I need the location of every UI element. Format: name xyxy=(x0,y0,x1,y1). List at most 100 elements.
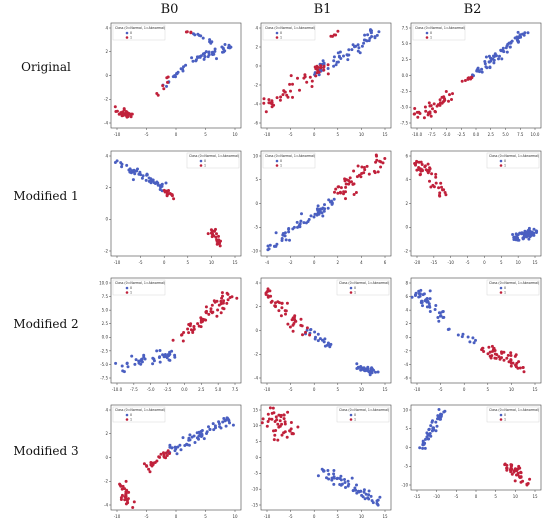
data-point xyxy=(425,299,429,303)
data-point xyxy=(434,110,437,114)
data-point xyxy=(363,497,367,501)
data-point xyxy=(118,482,122,486)
data-point xyxy=(224,418,228,422)
data-point xyxy=(419,301,423,305)
data-point xyxy=(295,220,299,224)
data-point xyxy=(503,462,507,466)
data-point xyxy=(316,68,320,72)
data-point xyxy=(463,79,467,82)
x-tick-label: 0 xyxy=(313,387,316,392)
data-point xyxy=(277,301,281,305)
data-point xyxy=(308,333,312,337)
data-point xyxy=(228,46,232,50)
data-point xyxy=(354,191,358,194)
x-tick-label: 10 xyxy=(209,260,215,265)
data-point xyxy=(119,498,123,501)
data-point xyxy=(358,51,362,55)
data-point xyxy=(204,318,208,322)
data-point xyxy=(505,50,509,54)
y-tick-label: 5 xyxy=(405,426,408,431)
legend-entry-label: 0 xyxy=(130,31,132,35)
legend-box xyxy=(486,279,540,296)
data-point xyxy=(304,330,307,334)
data-point xyxy=(428,167,432,171)
y-tick-label: 10 xyxy=(253,423,259,428)
legend-entry-label: 1 xyxy=(504,291,506,295)
data-point xyxy=(221,294,224,298)
data-point xyxy=(283,420,287,424)
x-tick-label: -10.0 xyxy=(112,387,123,392)
row-header-modified-3: Modified 3 xyxy=(13,444,79,458)
data-point xyxy=(150,464,154,468)
data-point xyxy=(326,341,330,345)
data-point xyxy=(360,493,364,497)
data-point xyxy=(207,425,210,429)
data-point xyxy=(160,184,164,188)
x-tick-label: 10.0 xyxy=(531,132,540,137)
data-point xyxy=(305,326,309,330)
data-point xyxy=(267,98,271,102)
data-point xyxy=(210,50,214,54)
x-tick-label: -7.5 xyxy=(428,132,436,137)
data-point xyxy=(322,469,326,473)
y-tick-label: -2 xyxy=(404,248,408,253)
data-point xyxy=(323,203,326,207)
data-point xyxy=(327,472,331,476)
legend-entry-label: 1 xyxy=(504,164,506,168)
x-tick-label: 5 xyxy=(487,387,490,392)
data-point xyxy=(300,324,304,328)
data-point xyxy=(512,470,516,474)
x-tick-label: 5 xyxy=(337,514,340,519)
data-point xyxy=(518,366,522,370)
data-point xyxy=(492,54,495,58)
data-point xyxy=(189,31,193,35)
data-point xyxy=(378,495,382,499)
data-point xyxy=(319,64,323,68)
x-tick-label: 0 xyxy=(463,387,466,392)
data-point xyxy=(128,170,132,174)
data-point xyxy=(210,40,214,44)
data-point xyxy=(221,46,225,50)
data-point xyxy=(148,470,152,474)
data-point xyxy=(221,420,225,424)
y-tick-label: -5.0 xyxy=(100,362,108,367)
legend-title: Class (0=Normal, 1=Abnormal) xyxy=(115,408,165,412)
y-tick-label: -6 xyxy=(404,375,408,380)
data-point xyxy=(288,238,291,242)
data-point xyxy=(291,227,295,231)
data-point xyxy=(367,172,371,176)
data-point xyxy=(423,105,427,109)
data-point xyxy=(174,75,177,79)
data-point xyxy=(502,49,505,53)
data-point xyxy=(273,433,277,437)
data-point xyxy=(360,165,364,169)
data-point xyxy=(219,299,223,303)
data-point xyxy=(423,164,427,168)
data-point xyxy=(318,210,322,214)
data-point xyxy=(362,166,366,169)
data-point xyxy=(186,327,190,331)
data-point xyxy=(180,333,183,337)
data-point xyxy=(166,449,170,453)
data-point xyxy=(185,443,189,447)
y-tick-label: -2 xyxy=(104,479,108,484)
data-point xyxy=(280,306,284,310)
data-point xyxy=(192,325,196,328)
data-point xyxy=(475,68,479,72)
data-point xyxy=(137,361,141,365)
data-point xyxy=(197,324,201,328)
data-point xyxy=(434,175,438,179)
data-point xyxy=(343,177,347,181)
data-point xyxy=(354,44,358,48)
data-point xyxy=(497,57,500,61)
data-point xyxy=(217,422,221,426)
data-point xyxy=(374,370,377,374)
data-point xyxy=(303,75,307,79)
data-point xyxy=(217,303,221,307)
data-point xyxy=(279,314,283,318)
data-point xyxy=(492,58,496,62)
y-tick-label: 2 xyxy=(105,431,108,436)
data-point xyxy=(471,336,475,340)
